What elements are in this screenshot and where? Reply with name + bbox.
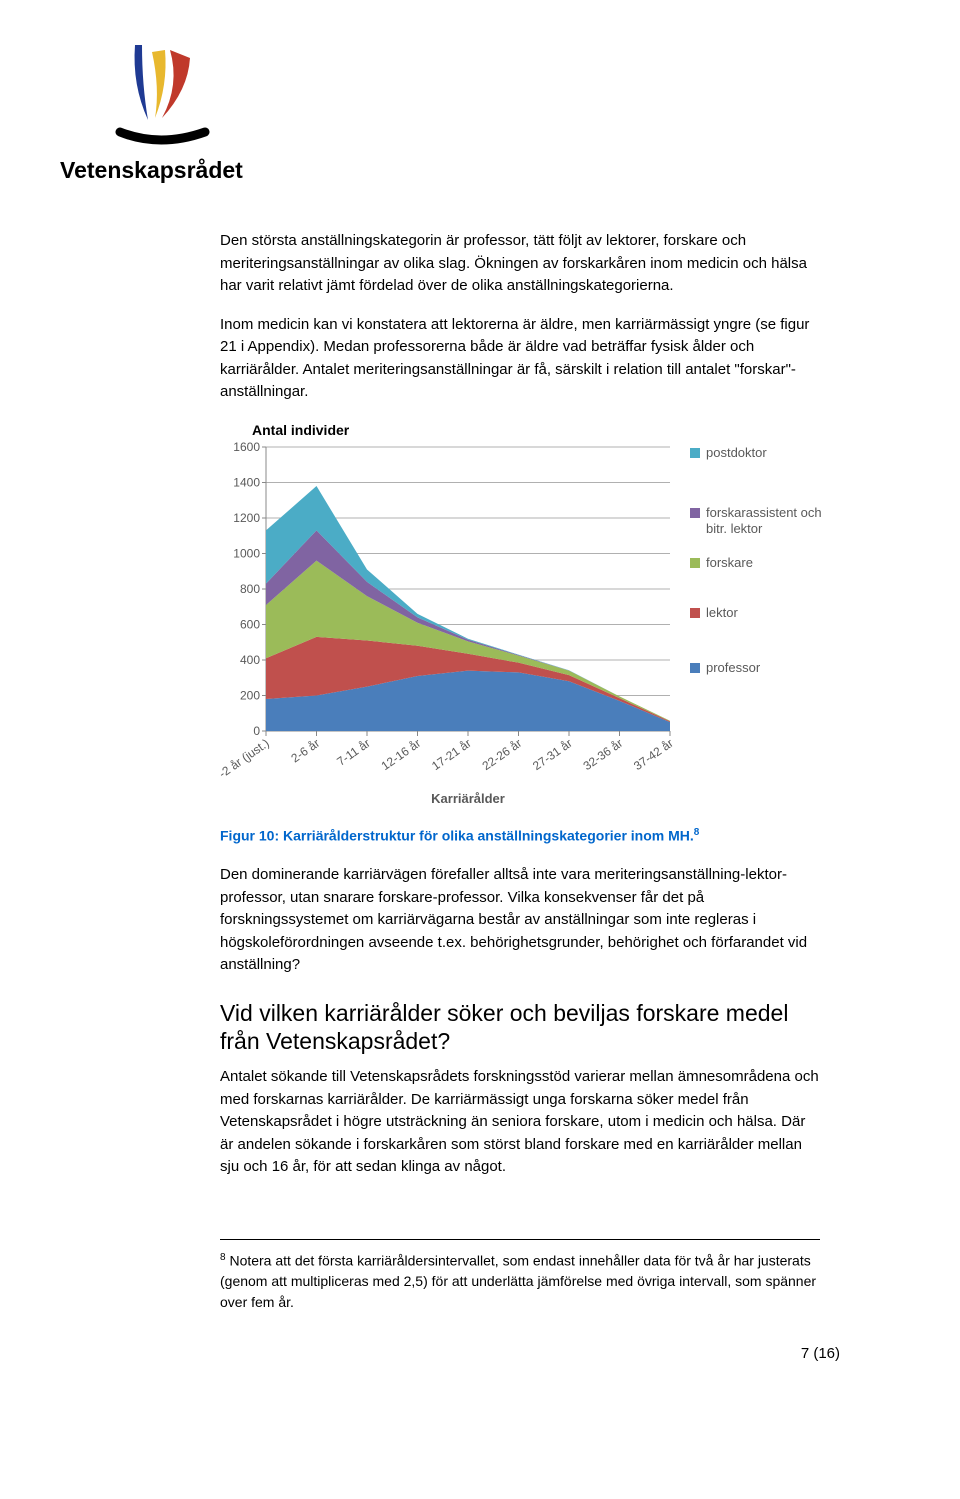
svg-text:12-16 år: 12-16 år xyxy=(379,735,424,772)
svg-text:1400: 1400 xyxy=(233,475,260,489)
svg-text:professor: professor xyxy=(706,660,761,675)
chart-title: Antal individer xyxy=(252,420,840,441)
svg-text:32-36 år: 32-36 år xyxy=(581,735,626,772)
svg-text:400: 400 xyxy=(240,653,260,667)
svg-text:7-11 år: 7-11 år xyxy=(334,735,372,768)
svg-text:lektor: lektor xyxy=(706,605,738,620)
footnotes: 8 Notera att det första karriäråldersint… xyxy=(220,1239,820,1314)
svg-text:postdoktor: postdoktor xyxy=(706,445,767,460)
svg-text:bitr. lektor: bitr. lektor xyxy=(706,521,763,536)
svg-text:800: 800 xyxy=(240,582,260,596)
svg-text:200: 200 xyxy=(240,688,260,702)
chart-area-stacked: Antal individer 0 200 400 600 800 1000 1200 140… xyxy=(220,420,840,811)
svg-text:22-26 år: 22-26 år xyxy=(480,735,525,772)
section-heading: Vid vilken karriärålder söker och bevilj… xyxy=(220,999,820,1057)
svg-text:Karriärålder: Karriärålder xyxy=(431,791,505,806)
figure-caption: Figur 10: Karriärålderstruktur för olika… xyxy=(220,825,820,847)
svg-text:1200: 1200 xyxy=(233,511,260,525)
page-number: 7 (16) xyxy=(60,1343,840,1366)
svg-text:2-6 år: 2-6 år xyxy=(289,735,323,764)
svg-text:-2 år (just.): -2 år (just.) xyxy=(220,735,272,780)
svg-text:forskarassistent och: forskarassistent och xyxy=(706,505,822,520)
svg-text:1000: 1000 xyxy=(233,546,260,560)
svg-text:37-42 år: 37-42 år xyxy=(631,735,676,772)
paragraph-3: Den dominerande karriärvägen förefaller … xyxy=(220,864,820,977)
paragraph-2: Inom medicin kan vi konstatera att lekto… xyxy=(220,314,820,404)
paragraph-4: Antalet sökande till Vetenskapsrådets fo… xyxy=(220,1066,820,1179)
svg-text:600: 600 xyxy=(240,617,260,631)
svg-text:0: 0 xyxy=(253,724,260,738)
logo: Vetenskapsrådet xyxy=(60,30,840,190)
svg-text:17-21 år: 17-21 år xyxy=(429,735,474,772)
svg-text:Vetenskapsrådet: Vetenskapsrådet xyxy=(60,157,243,183)
svg-text:1600: 1600 xyxy=(233,441,260,454)
svg-text:forskare: forskare xyxy=(706,555,753,570)
paragraph-1: Den största anställningskategorin är pro… xyxy=(220,230,820,298)
svg-text:27-31 år: 27-31 år xyxy=(530,735,575,772)
